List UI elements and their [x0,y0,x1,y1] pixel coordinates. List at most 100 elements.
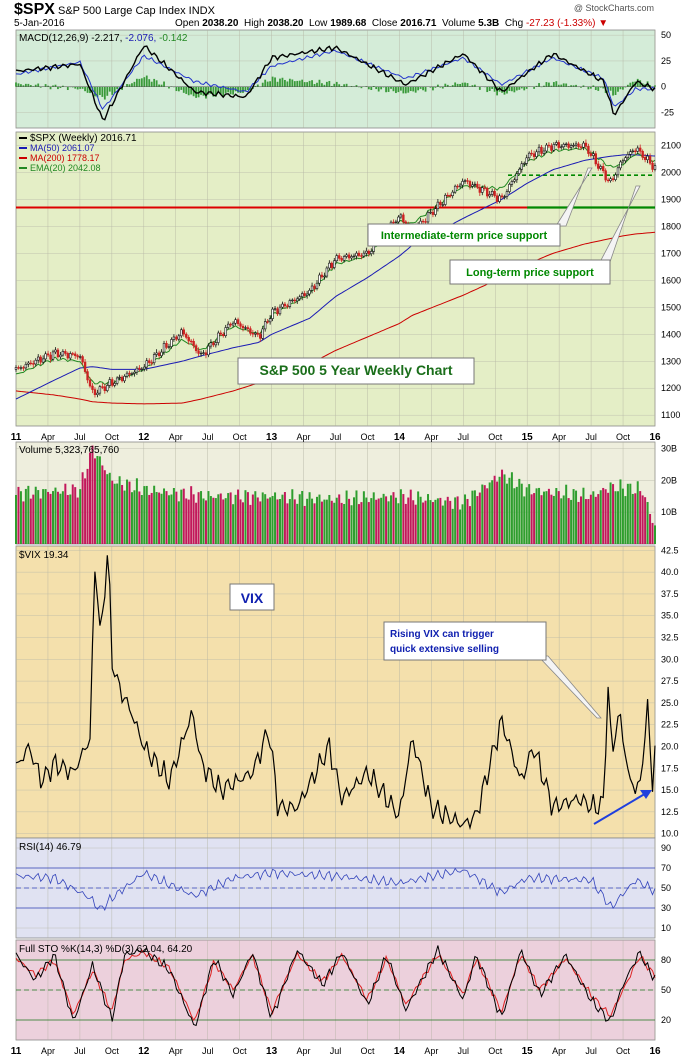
price-candle-body [518,168,521,174]
macd-histogram-bar [612,86,614,96]
volume-bar [133,490,136,544]
macd-histogram-bar [626,84,629,87]
volume-bar [306,498,309,544]
price-candle-body [483,187,486,189]
volume-bar [118,476,121,544]
x-tick-label: Jul [330,432,342,442]
price-candle-body [226,323,230,328]
price-candle-body [310,285,314,291]
symbol: $SPX [14,1,55,18]
low-label: Low [309,18,328,29]
volume-bar [486,488,489,544]
volume-bar [621,488,624,544]
macd-line [15,45,656,121]
volume-bar [237,489,240,544]
macd-histogram-bar [343,84,346,87]
vix-label: VIX [241,590,264,606]
macd-histogram-bar [286,81,289,87]
volume-bar [436,498,439,544]
price-candle-body [197,350,200,354]
volume-bar [64,483,67,544]
volume-bar [649,513,652,544]
price-candle-body [241,325,245,329]
volume-bar [345,490,348,544]
price-candle-body [370,251,373,255]
macd-histogram-bar [486,86,489,93]
price-candle-body [342,256,346,261]
macd-y-tick-label: 50 [661,30,671,40]
macd-histogram-bar [20,84,22,87]
open-value: 2038.20 [202,18,239,29]
price-candle-body [256,332,259,335]
macd-histogram-bar [617,86,619,92]
macd-histogram-bar [71,86,74,88]
volume-bar [444,500,447,544]
macd-histogram-bar [567,86,570,87]
price-candle-body [32,363,35,365]
price-candle-body [140,368,144,371]
bottom-x-tick-label: Apr [552,1046,566,1056]
price-candle-body [490,191,494,195]
price-legend-label: MA(200) 1778.17 [30,153,100,163]
volume-bar [365,497,368,544]
volume-y-tick-label: 30B [661,443,677,453]
macd-histogram-bar [222,86,225,97]
macd-histogram-bar [582,85,585,87]
price-legend-label: EMA(20) 2042.08 [30,163,101,173]
price-candle-body [503,196,506,198]
macd-histogram-bar [143,77,146,87]
macd-histogram-bar [429,86,432,88]
volume-bar [510,472,513,544]
chg-label: Chg [504,18,524,29]
volume-bar [422,502,425,544]
price-candle-body [532,153,536,157]
macd-histogram-bar [580,86,582,88]
volume-bar [626,483,629,544]
macd-histogram-bar [370,86,373,91]
price-candle-body [236,319,240,325]
price-candle-body [177,335,181,340]
volume-bar [126,479,129,544]
macd-histogram-bar [444,83,447,87]
price-candle-body [350,256,353,259]
x-tick-label: Oct [360,432,375,442]
price-candle-body [476,183,479,188]
volume-bar [155,492,158,544]
price-candle-body [291,299,294,302]
vix-y-tick-label: 40.0 [661,567,679,577]
price-candle-body [96,392,99,395]
macd-histogram-bar [160,84,163,87]
sto-y-tick-label: 80 [661,955,671,965]
vix-y-tick-label: 10.0 [661,829,679,839]
price-candle-body [545,144,548,152]
volume-bar [42,489,45,544]
macd-histogram-bar [565,83,568,87]
price-candle-body [308,289,311,295]
macd-histogram-bar [249,86,252,91]
volume-bar [158,492,161,544]
macd-histogram-bar [256,84,259,87]
volume-y-tick-label: 10B [661,507,677,517]
macd-histogram-bar [153,78,156,87]
macd-histogram-bar [202,86,205,96]
macd-histogram-bar [185,86,188,94]
macd-histogram-bar [17,83,20,87]
volume-bar [148,494,151,544]
macd-histogram-bar [355,85,358,87]
price-candle-body [562,143,565,148]
chart-header: $SPX S&P 500 Large Cap Index INDX 5-Jan-… [0,0,700,32]
volume-bar [624,496,627,544]
price-candle-body [424,221,427,223]
volume-bar [130,492,133,544]
volume-bar [106,474,109,544]
price-y-tick-label: 1100 [661,410,680,420]
volume-bar [291,489,294,544]
rsi-y-tick-label: 90 [661,843,671,853]
price-candle-body [399,214,403,218]
volume-bar [439,497,442,544]
macd-histogram-bar [197,86,200,98]
price-candle-body [325,267,329,277]
bottom-x-tick-label: Apr [297,1046,311,1056]
macd-histogram-bar [177,86,180,92]
